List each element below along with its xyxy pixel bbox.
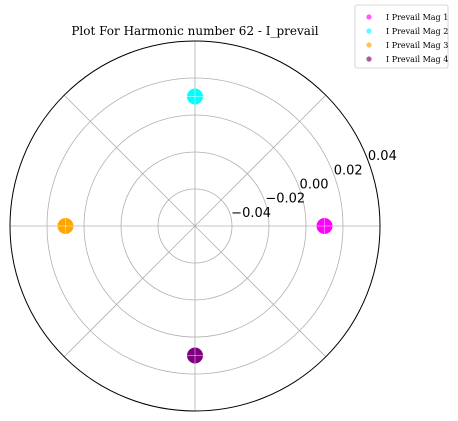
legend-label-3: I Prevail Mag 3 [386, 41, 448, 50]
radial-gridline [83, 114, 307, 338]
legend-label-2: I Prevail Mag 2 [386, 27, 448, 36]
radial-gridline [157, 188, 233, 264]
legend-marker-2 [366, 28, 372, 34]
legend-marker-3 [366, 42, 372, 48]
polar-frame [9, 40, 381, 412]
radial-gridline [120, 151, 270, 301]
legend-label-1: I Prevail Mag 1 [386, 13, 448, 22]
legend-label-4: I Prevail Mag 4 [386, 55, 448, 64]
angular-gridline [63, 94, 196, 227]
polar-grid [9, 40, 381, 412]
radial-tick-label: −0.02 [265, 192, 305, 207]
angular-gridline [63, 225, 196, 358]
legend-marker-4 [366, 56, 372, 62]
angular-gridline [194, 94, 327, 227]
angular-gridline [194, 225, 327, 358]
radial-gridline [46, 77, 344, 375]
radial-tick-label: −0.04 [231, 206, 271, 221]
radial-tick-label: 0.04 [368, 149, 397, 164]
data-points [57, 88, 333, 364]
radial-tick-label: 0.00 [300, 178, 329, 193]
chart-title: Plot For Harmonic number 62 - I_prevail [71, 24, 318, 38]
legend-frame [354, 4, 449, 69]
radial-tick-label: 0.02 [334, 163, 363, 178]
legend: I Prevail Mag 1 I Prevail Mag 2 I Prevail … [354, 4, 449, 69]
radial-tick-labels: −0.04−0.020.00 0.02 0.04 [231, 149, 397, 221]
legend-marker-1 [366, 14, 372, 20]
